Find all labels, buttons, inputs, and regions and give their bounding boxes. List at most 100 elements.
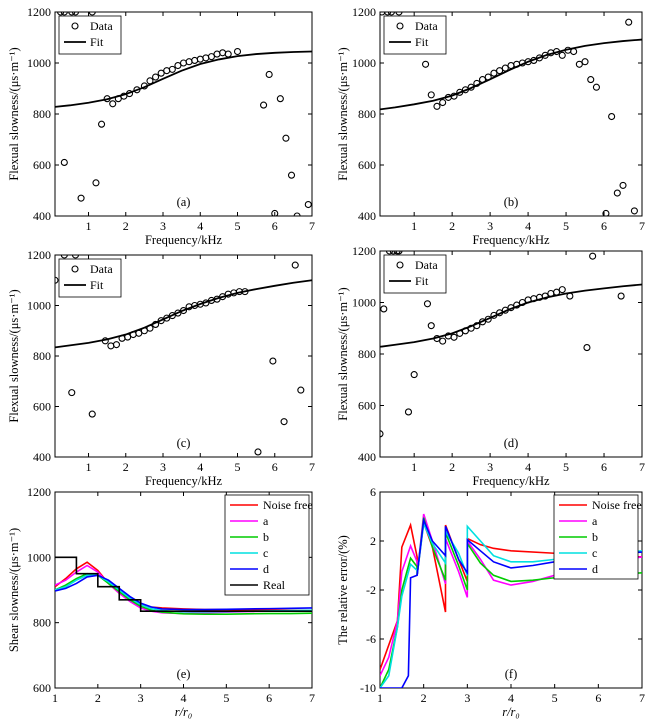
x-tick-label: 5 <box>235 460 241 474</box>
x-tick-label: 4 <box>525 219 531 233</box>
plot-area <box>380 12 642 216</box>
data-point <box>583 344 591 352</box>
y-tick-label: 600 <box>33 400 51 414</box>
data-point <box>608 113 616 121</box>
data-point <box>450 333 458 341</box>
plot-area <box>55 556 312 615</box>
y-axis-label: The relative error/(%) <box>336 535 350 645</box>
x-axis-label: Frequency/kHz <box>145 233 223 247</box>
data-point <box>473 79 481 87</box>
data-point <box>60 12 68 16</box>
panel-label: (f) <box>505 667 518 681</box>
data-point <box>196 55 204 63</box>
legend-label: a <box>263 514 269 528</box>
legend-marker-data <box>71 22 79 30</box>
y-tick-label: 600 <box>33 681 51 695</box>
data-point <box>473 322 481 330</box>
data-point <box>380 12 386 16</box>
y-tick-label: 1000 <box>352 296 376 310</box>
data-point <box>174 62 182 70</box>
data-point <box>384 12 392 16</box>
chart-panel-b: 1 2 3 4 5 6 7 400 600 800 1000 1200 Frequency/kHz Fle… <box>336 5 645 247</box>
data-point <box>114 95 122 103</box>
legend-label: Fit <box>90 278 104 292</box>
data-point <box>202 54 210 62</box>
data-point <box>135 329 143 337</box>
x-tick-label: 5 <box>235 219 241 233</box>
data-point <box>98 120 106 128</box>
legend-marker-data <box>396 22 404 30</box>
data-point <box>71 12 80 16</box>
y-tick-label: 1000 <box>27 299 51 313</box>
data-point <box>71 255 80 259</box>
data-point <box>484 315 492 323</box>
series-line-d <box>55 574 312 611</box>
data-point <box>478 76 487 84</box>
data-point <box>490 311 498 319</box>
panel-label: (c) <box>177 436 191 450</box>
data-point <box>57 12 65 16</box>
x-tick-label: 7 <box>639 460 645 474</box>
legend-label: Real <box>263 578 286 592</box>
data-point <box>566 292 574 300</box>
data-point <box>254 448 262 456</box>
y-tick-label: 600 <box>358 399 376 413</box>
legend-label: b <box>263 530 269 544</box>
data-point <box>60 255 68 259</box>
legend-label: a <box>592 514 598 528</box>
panel-label: (e) <box>177 667 191 681</box>
chart-panel-a: 1 2 3 4 5 6 7 400 600 800 1000 1200 Frequency/kHz Fle… <box>7 5 315 247</box>
data-point <box>68 389 76 397</box>
plot-area <box>380 513 642 688</box>
data-point <box>461 327 469 335</box>
x-tick-label: 2 <box>123 219 129 233</box>
data-point <box>88 12 96 16</box>
data-point <box>541 51 549 59</box>
data-point <box>427 91 435 99</box>
data-point <box>547 289 555 298</box>
data-point <box>146 77 154 85</box>
data-point <box>179 306 188 315</box>
legend: Data Fit <box>383 15 447 55</box>
data-point <box>133 86 141 94</box>
x-tick-label: 2 <box>123 460 129 474</box>
x-tick-label: 1 <box>86 460 92 474</box>
data-point <box>280 418 288 426</box>
data-point <box>287 171 296 179</box>
x-tick-label: 3 <box>487 219 493 233</box>
data-point <box>101 337 109 345</box>
x-tick-label: 5 <box>552 691 558 705</box>
x-tick-label: 6 <box>595 691 601 705</box>
data-point <box>77 194 85 202</box>
y-axis-label: Flexual slowness/(μs·m⁻¹) <box>336 287 350 420</box>
x-tick-label: 6 <box>272 460 278 474</box>
fit-curve <box>380 283 642 348</box>
series-line-d <box>380 517 642 688</box>
fit-curve <box>55 50 312 108</box>
data-point <box>389 251 397 255</box>
data-point <box>456 88 464 96</box>
chart-panel-d: 1 2 3 4 5 6 7 400 600 800 1000 1200 Frequency/kHz Fle… <box>336 244 645 488</box>
y-tick-label: 1200 <box>27 248 51 262</box>
data-point <box>233 47 242 56</box>
legend-label: Fit <box>415 35 429 49</box>
x-tick-label: 6 <box>601 219 607 233</box>
data-point <box>297 386 305 394</box>
panel-label: (a) <box>177 195 191 209</box>
y-axis-label: Flexual slowness/(μs·m⁻¹) <box>7 289 21 422</box>
data-point <box>103 95 111 103</box>
legend-marker-data <box>71 265 79 273</box>
data-point <box>513 301 521 309</box>
x-tick-label: 4 <box>181 691 187 705</box>
data-point <box>467 324 475 332</box>
data-point <box>92 179 100 187</box>
chart-panel-f: 1 2 3 4 5 6 7 -10 -6 -2 2 6 r/r₀ The relative error/(… <box>336 485 645 719</box>
data-point <box>630 207 638 215</box>
x-tick-label: 5 <box>223 691 229 705</box>
data-point <box>393 251 401 255</box>
data-point <box>439 337 447 345</box>
data-point <box>570 47 578 56</box>
data-point <box>124 333 132 341</box>
data-point <box>423 300 432 308</box>
